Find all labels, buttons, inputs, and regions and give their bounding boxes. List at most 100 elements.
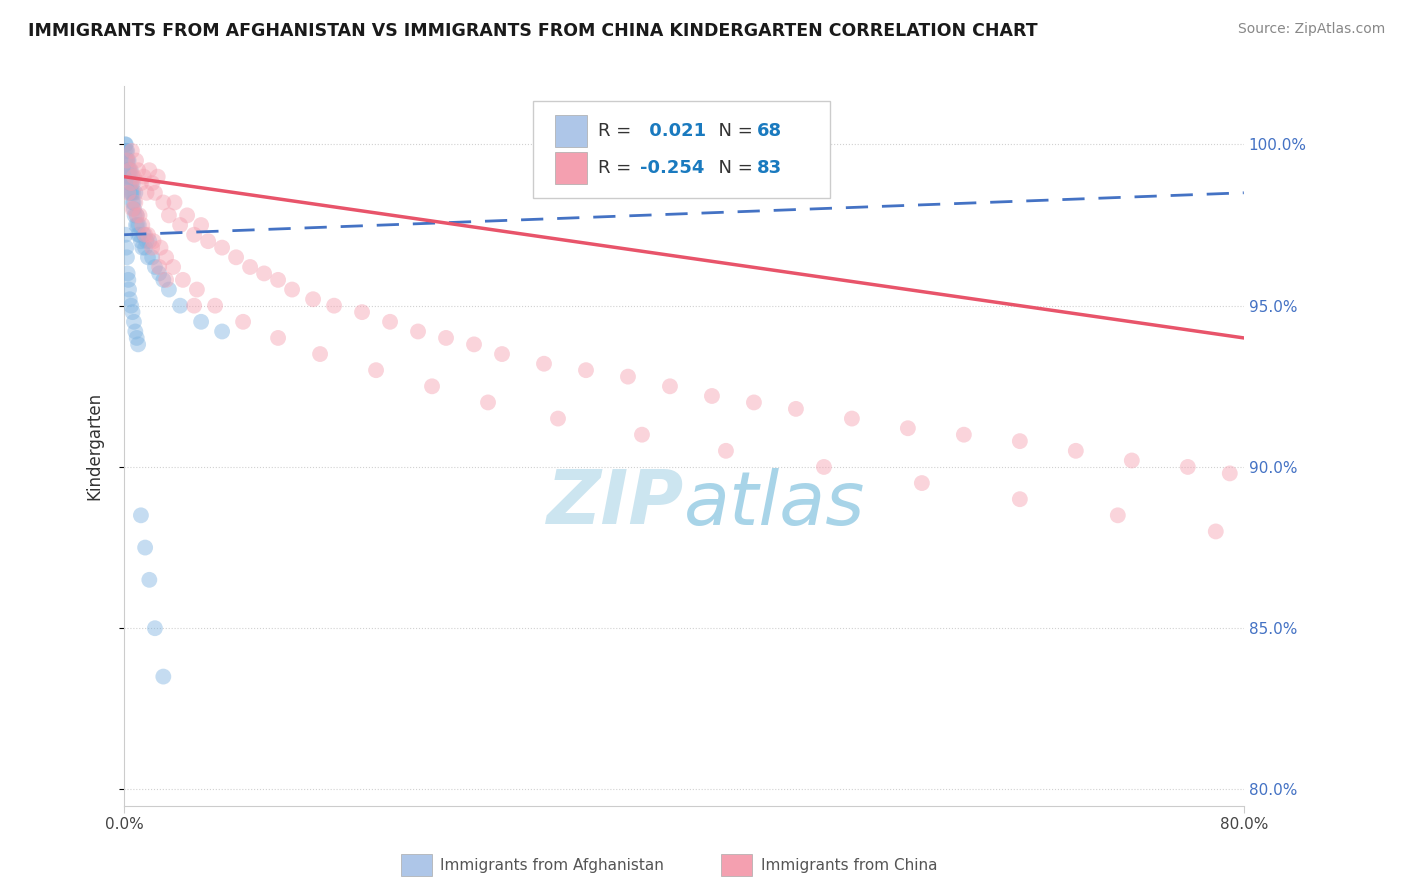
Point [115, 144, 138, 158]
Point [124, 208, 146, 222]
Point [118, 292, 141, 306]
Point [190, 218, 212, 232]
Point [157, 208, 180, 222]
Point [186, 283, 208, 297]
Point [659, 379, 682, 393]
Point [491, 347, 513, 361]
Point [364, 363, 387, 377]
Point [132, 227, 155, 242]
Point [121, 305, 143, 319]
Point [134, 241, 156, 255]
Point [121, 144, 143, 158]
Point [1219, 467, 1241, 481]
FancyBboxPatch shape [533, 101, 830, 198]
Point [232, 315, 254, 329]
Point [148, 260, 170, 274]
Point [197, 234, 219, 248]
Point [141, 176, 163, 190]
Point [117, 153, 139, 168]
Point [152, 273, 174, 287]
Point [897, 421, 920, 435]
Point [117, 273, 139, 287]
Point [122, 315, 145, 329]
Point [225, 250, 247, 264]
Point [131, 218, 153, 232]
Point [120, 176, 142, 190]
Point [131, 241, 153, 255]
Point [128, 218, 150, 232]
Point [132, 169, 155, 184]
Point [152, 195, 174, 210]
Point [463, 337, 485, 351]
FancyBboxPatch shape [555, 153, 586, 185]
Point [115, 163, 138, 178]
Point [434, 331, 457, 345]
Point [128, 227, 150, 242]
Point [617, 369, 640, 384]
Point [152, 670, 174, 684]
Point [118, 163, 141, 178]
Text: 83: 83 [756, 160, 782, 178]
Point [162, 260, 184, 274]
Point [533, 357, 555, 371]
Point [149, 241, 172, 255]
Point [127, 163, 149, 178]
Point [155, 250, 177, 264]
Point [120, 163, 142, 178]
Point [714, 443, 737, 458]
Point [1008, 434, 1031, 449]
Point [190, 315, 212, 329]
Point [114, 137, 136, 152]
Point [142, 234, 165, 248]
Point [1008, 492, 1031, 507]
Point [1121, 453, 1143, 467]
Point [118, 163, 141, 178]
Text: R =: R = [598, 160, 637, 178]
Point [700, 389, 723, 403]
Point [115, 153, 138, 168]
Point [813, 459, 835, 474]
Point [172, 273, 194, 287]
Point [115, 250, 138, 264]
Point [115, 153, 138, 168]
Point [124, 195, 146, 210]
Point [122, 186, 145, 200]
Point [1177, 459, 1199, 474]
Point [117, 153, 139, 168]
Point [309, 347, 332, 361]
Point [127, 337, 149, 351]
Point [138, 573, 160, 587]
Point [125, 208, 148, 222]
Point [163, 195, 186, 210]
Point [211, 325, 233, 339]
Point [122, 195, 145, 210]
Point [352, 305, 374, 319]
Point [420, 379, 443, 393]
Point [841, 411, 863, 425]
Point [148, 267, 170, 281]
Point [406, 325, 429, 339]
Point [121, 176, 143, 190]
Point [114, 137, 136, 152]
Y-axis label: Kindergarten: Kindergarten [86, 392, 103, 500]
Point [302, 292, 325, 306]
Point [114, 227, 136, 242]
Point [143, 186, 166, 200]
Point [121, 202, 143, 216]
Point [127, 227, 149, 242]
Point [204, 299, 226, 313]
Point [169, 218, 191, 232]
Point [135, 234, 157, 248]
Text: ZIP: ZIP [547, 467, 683, 540]
Point [136, 227, 159, 242]
Point [267, 273, 290, 287]
Point [138, 163, 160, 178]
Point [141, 241, 163, 255]
Point [155, 273, 177, 287]
Point [125, 208, 148, 222]
Text: atlas: atlas [683, 467, 865, 540]
Point [128, 208, 150, 222]
Point [211, 241, 233, 255]
Text: Immigrants from China: Immigrants from China [761, 858, 938, 872]
Point [117, 169, 139, 184]
